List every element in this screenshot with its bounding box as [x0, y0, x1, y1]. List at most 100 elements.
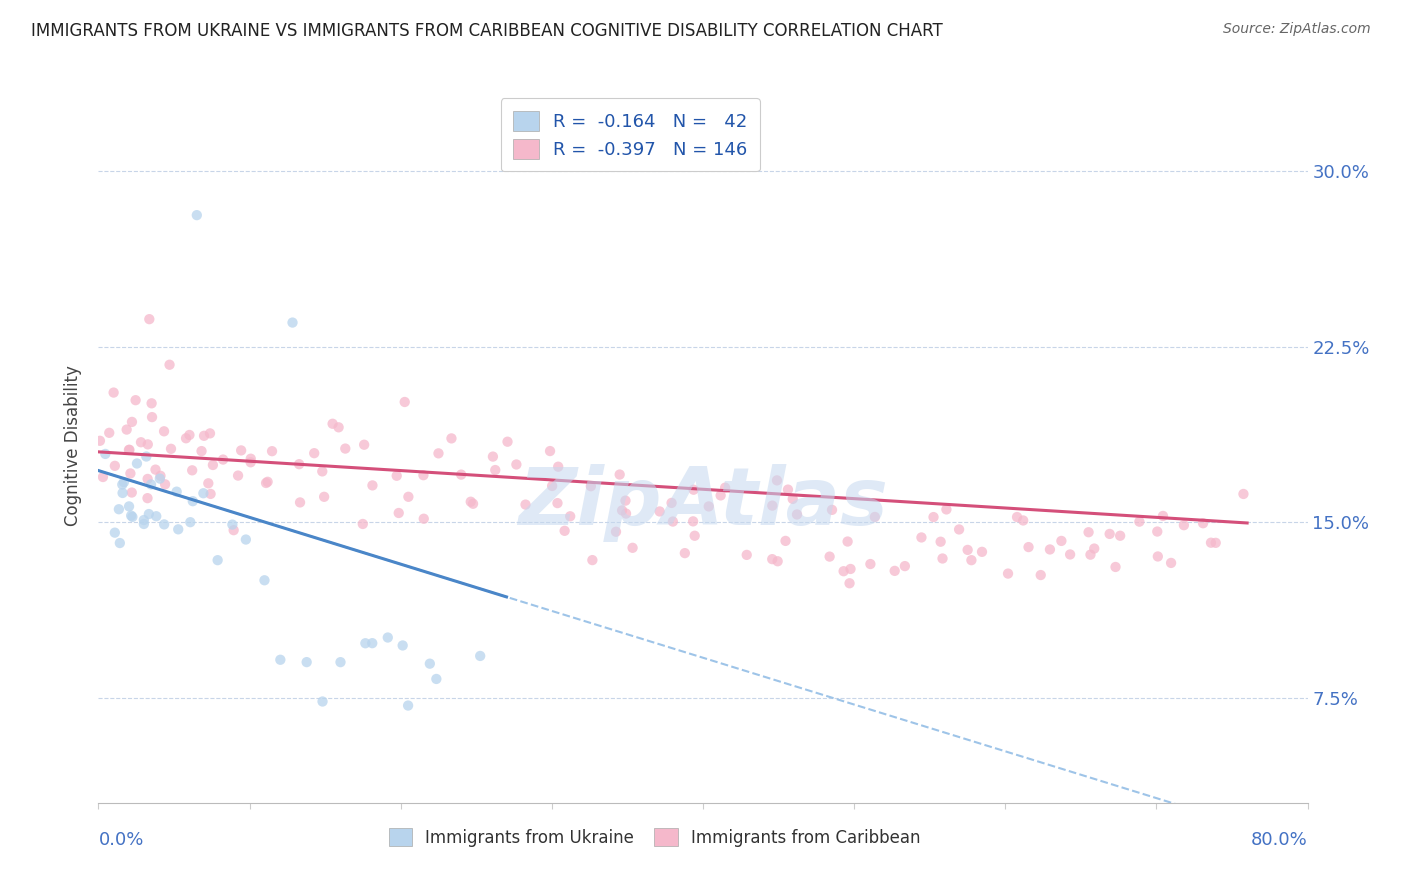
Point: [579, 479, 602, 493]
Point: [136, 472, 159, 486]
Point: [288, 495, 311, 509]
Point: [832, 564, 855, 578]
Point: [496, 434, 519, 449]
Point: [894, 559, 917, 574]
Point: [425, 672, 447, 686]
Point: [682, 483, 704, 497]
Point: [186, 208, 208, 222]
Point: [118, 442, 141, 457]
Point: [648, 504, 671, 518]
Point: [412, 512, 434, 526]
Point: [149, 472, 172, 486]
Text: Source: ZipAtlas.com: Source: ZipAtlas.com: [1223, 22, 1371, 37]
Point: [682, 514, 704, 528]
Point: [714, 481, 737, 495]
Point: [160, 442, 183, 456]
Point: [396, 490, 419, 504]
Point: [281, 316, 304, 330]
Point: [838, 576, 860, 591]
Point: [1077, 525, 1099, 540]
Point: [837, 534, 859, 549]
Text: 80.0%: 80.0%: [1251, 830, 1308, 849]
Point: [697, 500, 720, 514]
Point: [1018, 540, 1040, 554]
Point: [1173, 518, 1195, 533]
Point: [193, 486, 215, 500]
Point: [394, 395, 416, 409]
Point: [269, 653, 291, 667]
Legend: Immigrants from Ukraine, Immigrants from Caribbean: Immigrants from Ukraine, Immigrants from…: [381, 820, 929, 855]
Point: [288, 457, 311, 471]
Point: [482, 450, 505, 464]
Point: [605, 524, 627, 539]
Point: [922, 510, 945, 524]
Point: [207, 553, 229, 567]
Point: [385, 468, 408, 483]
Point: [609, 467, 631, 482]
Point: [179, 515, 201, 529]
Point: [450, 467, 472, 482]
Point: [1205, 536, 1227, 550]
Point: [931, 551, 953, 566]
Point: [1146, 524, 1168, 539]
Point: [166, 484, 188, 499]
Point: [141, 396, 163, 410]
Point: [1152, 508, 1174, 523]
Point: [167, 522, 190, 536]
Point: [538, 444, 561, 458]
Point: [115, 423, 138, 437]
Point: [776, 483, 799, 497]
Point: [138, 507, 160, 521]
Point: [361, 636, 384, 650]
Point: [132, 516, 155, 531]
Point: [505, 458, 527, 472]
Point: [174, 431, 197, 445]
Point: [212, 452, 235, 467]
Point: [775, 533, 797, 548]
Point: [621, 541, 644, 555]
Point: [839, 562, 862, 576]
Point: [1146, 549, 1168, 564]
Point: [614, 493, 637, 508]
Point: [818, 549, 841, 564]
Point: [1059, 548, 1081, 562]
Point: [546, 496, 568, 510]
Point: [352, 516, 374, 531]
Point: [104, 458, 127, 473]
Point: [766, 554, 789, 568]
Point: [145, 509, 167, 524]
Point: [1005, 510, 1028, 524]
Point: [108, 536, 131, 550]
Text: IMMIGRANTS FROM UKRAINE VS IMMIGRANTS FROM CARIBBEAN COGNITIVE DISABILITY CORREL: IMMIGRANTS FROM UKRAINE VS IMMIGRANTS FR…: [31, 22, 942, 40]
Point: [253, 574, 276, 588]
Point: [136, 437, 159, 451]
Point: [125, 457, 148, 471]
Point: [153, 425, 176, 439]
Point: [662, 515, 685, 529]
Point: [614, 507, 637, 521]
Point: [222, 523, 245, 537]
Point: [118, 500, 141, 514]
Point: [388, 506, 411, 520]
Point: [948, 523, 970, 537]
Point: [361, 478, 384, 492]
Point: [254, 475, 277, 490]
Point: [221, 517, 243, 532]
Point: [353, 438, 375, 452]
Point: [1080, 548, 1102, 562]
Point: [419, 657, 441, 671]
Point: [153, 477, 176, 491]
Point: [89, 434, 111, 448]
Point: [440, 431, 463, 445]
Point: [198, 426, 221, 441]
Point: [239, 455, 262, 469]
Point: [104, 525, 127, 540]
Point: [111, 486, 134, 500]
Point: [260, 444, 283, 458]
Y-axis label: Cognitive Disability: Cognitive Disability: [65, 366, 83, 526]
Point: [139, 477, 162, 491]
Point: [1039, 542, 1062, 557]
Point: [138, 312, 160, 326]
Point: [821, 503, 844, 517]
Point: [782, 491, 804, 506]
